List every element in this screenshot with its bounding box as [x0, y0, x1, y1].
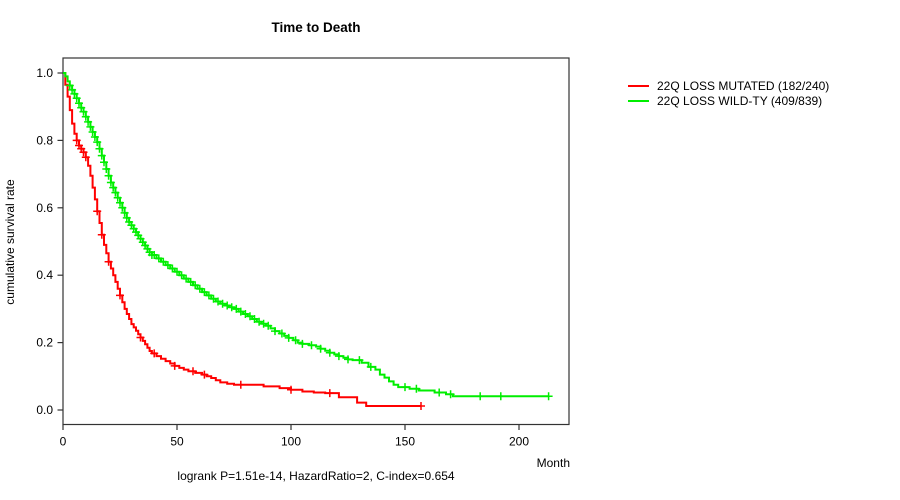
y-axis-tick-label: 0.4: [36, 268, 53, 282]
legend-line-swatch: [628, 84, 649, 87]
legend-item-wildtype: 22Q LOSS WILD-TY (409/839): [628, 93, 829, 108]
survival-curve-mutated: [63, 72, 421, 407]
chart-title: Time to Death: [271, 20, 361, 35]
censor-marks-mutated: [72, 136, 425, 410]
legend-item-label: 22Q LOSS MUTATED (182/240): [657, 78, 830, 93]
x-axis-tick-label: 200: [509, 435, 529, 449]
y-axis-tick-label: 0.8: [36, 133, 53, 147]
x-axis-tick-label: 100: [281, 435, 301, 449]
y-axis-tick-label: 0.0: [36, 403, 53, 417]
stats-annotation: logrank P=1.51e-14, HazardRatio=2, C-ind…: [177, 469, 455, 483]
x-axis-tick-label: 50: [170, 435, 184, 449]
y-axis-tick-label: 0.6: [36, 201, 53, 215]
legend-item-mutated: 22Q LOSS MUTATED (182/240): [628, 78, 829, 93]
x-axis-tick-label: 0: [60, 435, 67, 449]
legend-line-swatch: [628, 99, 649, 102]
censor-marks-wildtype: [65, 81, 553, 401]
legend-item-label: 22Q LOSS WILD-TY (409/839): [657, 93, 823, 108]
legend: 22Q LOSS MUTATED (182/240) 22Q LOSS WILD-…: [628, 78, 829, 108]
y-axis-tick-label: 0.2: [36, 336, 53, 350]
x-axis-tick-label: 150: [395, 435, 415, 449]
y-axis-tick-label: 1.0: [36, 66, 53, 80]
x-axis-unit-label: Month: [536, 456, 570, 470]
plot-border: [62, 57, 570, 426]
